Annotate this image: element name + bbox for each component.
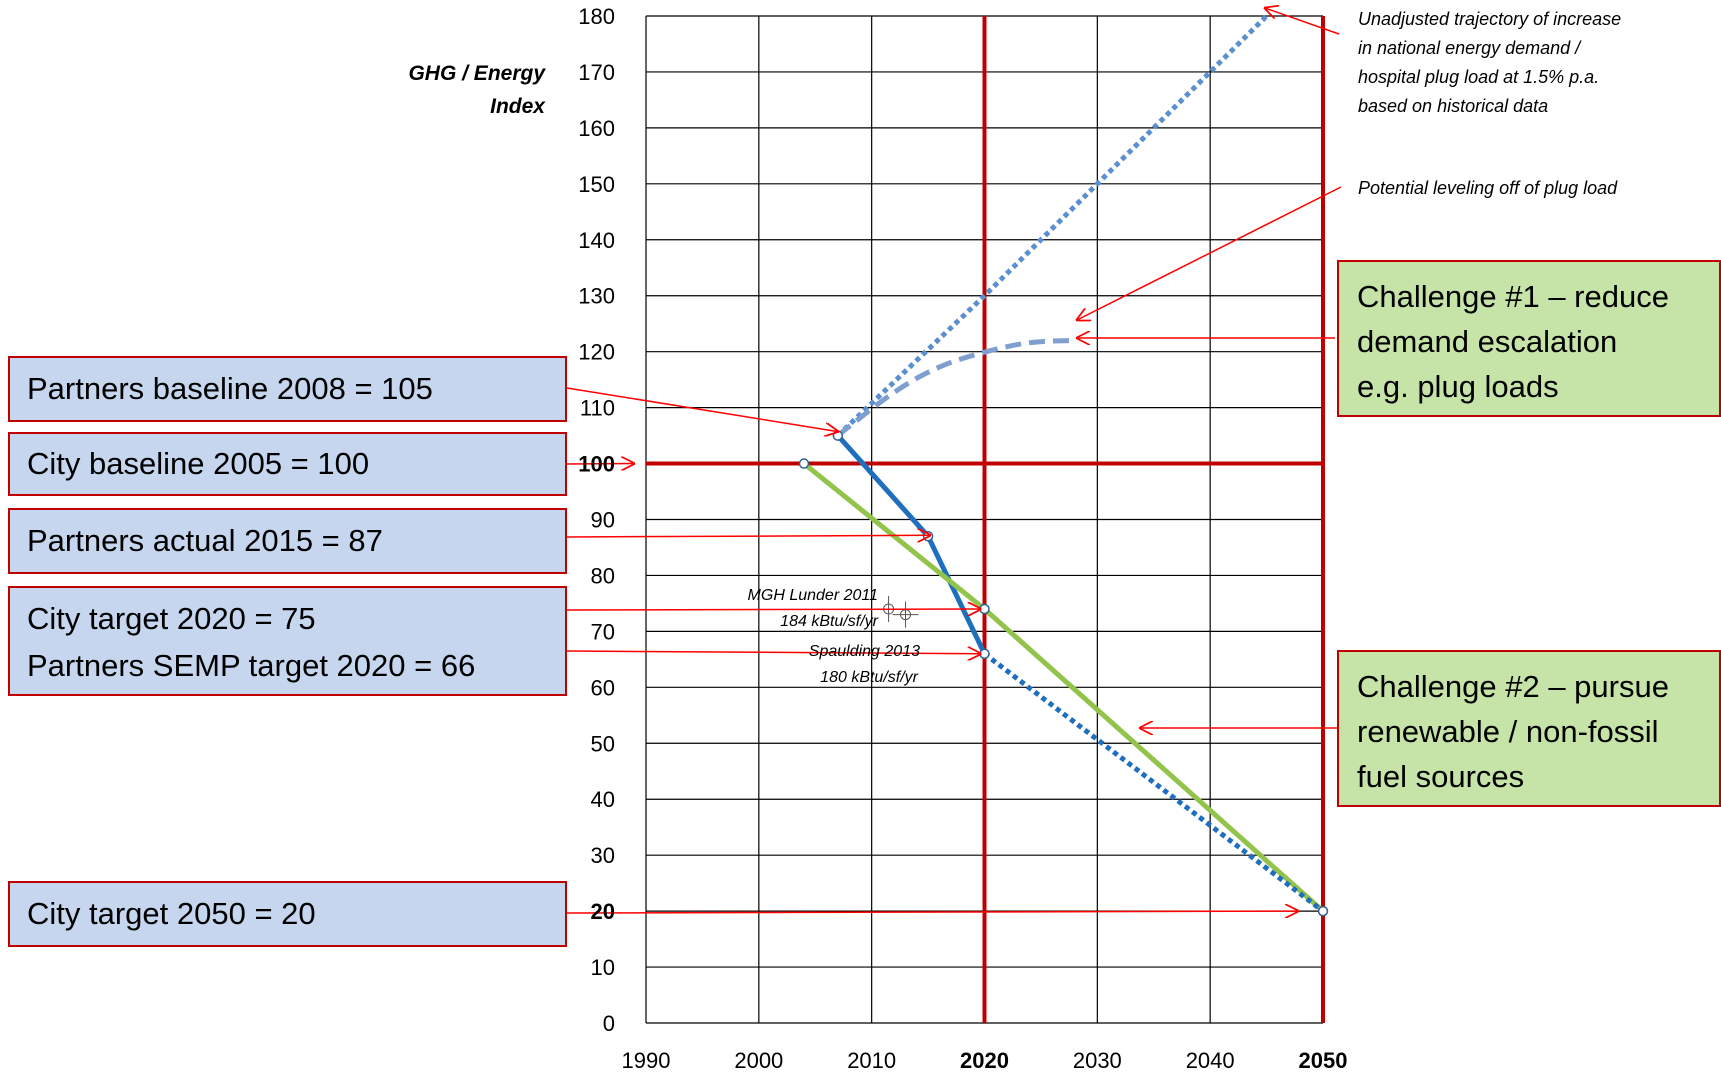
y-tick-label: 70: [591, 619, 615, 644]
callout-city-targets-2020: City target 2020 = 75 Partners SEMP targ…: [8, 586, 567, 696]
y-tick-labels: 0 10 20 30 40 50 60 70 80 90 100 110 120 130 140 150 160…: [578, 4, 615, 1036]
annotation-line: Unadjusted trajectory of increase: [1358, 9, 1621, 29]
callout-text: City target 2020 = 75: [27, 601, 316, 636]
reference-point-label-line: 180 kBtu/sf/yr: [820, 669, 918, 686]
y-tick-label: 160: [578, 116, 615, 141]
y-tick-label: 90: [591, 508, 615, 533]
callout-city-target-2050: City target 2050 = 20: [8, 881, 567, 947]
y-tick-label: 130: [578, 284, 615, 309]
reference-point-label-line: Spaulding 2013: [809, 643, 920, 660]
x-tick-label: 2020: [960, 1048, 1009, 1073]
callout-city-baseline: City baseline 2005 = 100: [8, 432, 567, 496]
callout-challenge-2: Challenge #2 – pursue renewable / non-fo…: [1337, 650, 1721, 807]
callout-arrows: [566, 8, 1342, 913]
annotation-unadjusted-trajectory: Unadjusted trajectory of increase in nat…: [1358, 9, 1621, 116]
annotation-plug-load-leveling: Potential leveling off of plug load: [1358, 178, 1618, 198]
callout-text: City target 2050 = 20: [27, 896, 316, 931]
callout-text: renewable / non-fossil: [1357, 714, 1659, 749]
annotation-line: in national energy demand /: [1358, 38, 1582, 58]
callout-text: Challenge #1 – reduce: [1357, 279, 1669, 314]
x-tick-label: 2030: [1073, 1048, 1122, 1073]
reference-point-label-line: 184 kBtu/sf/yr: [780, 613, 878, 630]
callout-arrow: [1077, 186, 1342, 320]
callout-text: Challenge #2 – pursue: [1357, 669, 1669, 704]
callout-arrow: [566, 651, 981, 654]
reference-lines: [646, 16, 1325, 1023]
callout-arrow: [566, 911, 1298, 913]
y-tick-label: 150: [578, 172, 615, 197]
series-partners-semp-path: [982, 651, 1325, 914]
y-axis-label-line-1: GHG / Energy Index: [408, 62, 546, 118]
y-tick-label: 120: [578, 340, 615, 365]
callout-text: fuel sources: [1357, 759, 1525, 794]
callout-text: Partners baseline 2008 = 105: [27, 371, 433, 406]
reference-point-label-mgh-lunder: MGH Lunder 2011 184 kBtu/sf/yr: [748, 587, 879, 630]
x-tick-label: 1990: [622, 1048, 671, 1073]
data-point: [922, 531, 934, 542]
reference-point-label-line: MGH Lunder 2011: [748, 587, 878, 604]
callout-arrow: [566, 387, 838, 432]
callout-partners-actual: Partners actual 2015 = 87: [8, 508, 567, 574]
x-tick-label: 2010: [847, 1048, 896, 1073]
y-tick-label: 140: [578, 228, 615, 253]
callout-partners-baseline: Partners baseline 2008 = 105: [8, 356, 567, 422]
y-tick-label: 180: [578, 4, 615, 29]
data-point: [979, 603, 990, 615]
y-tick-label: 110: [580, 396, 615, 421]
x-tick-labels: 1990 2000 2010 2020 2030 2040 2050: [622, 1048, 1348, 1073]
annotation-line: based on historical data: [1358, 96, 1548, 116]
callout-text: Partners actual 2015 = 87: [27, 523, 383, 558]
reference-points: [875, 596, 919, 628]
callout-arrow: [566, 609, 981, 610]
y-tick-label: 30: [591, 843, 615, 868]
data-point: [798, 458, 810, 469]
y-tick-label: 0: [603, 1011, 615, 1036]
data-point: [1317, 905, 1329, 917]
y-tick-label: 50: [591, 731, 615, 756]
callout-arrow: [566, 535, 930, 537]
y-tick-label: 80: [591, 563, 615, 588]
data-point: [979, 648, 990, 660]
y-tick-label: 100: [578, 452, 615, 477]
reference-point-label-spaulding: Spaulding 2013 180 kBtu/sf/yr: [809, 643, 920, 686]
callout-arrow: [1265, 8, 1340, 35]
y-tick-label: 170: [578, 60, 615, 85]
callout-text: e.g. plug loads: [1357, 369, 1559, 404]
y-tick-label: 10: [591, 955, 615, 980]
y-tick-label: 40: [591, 787, 615, 812]
data-point: [832, 430, 844, 441]
x-tick-label: 2040: [1186, 1048, 1235, 1073]
series-plug-load-leveling: [836, 337, 1075, 438]
annotation-line: hospital plug load at 1.5% p.a.: [1358, 67, 1599, 87]
callout-text: City baseline 2005 = 100: [27, 446, 370, 481]
y-tick-label: 20: [591, 899, 615, 924]
callout-text: Partners SEMP target 2020 = 66: [27, 648, 476, 683]
y-tick-label: 60: [591, 675, 615, 700]
x-tick-label: 2050: [1299, 1048, 1348, 1073]
callout-text: demand escalation: [1357, 324, 1618, 359]
callout-challenge-1: Challenge #1 – reduce demand escalation …: [1337, 260, 1721, 417]
x-tick-label: 2000: [734, 1048, 783, 1073]
series-unadjusted-trajectory: [836, 14, 1269, 438]
